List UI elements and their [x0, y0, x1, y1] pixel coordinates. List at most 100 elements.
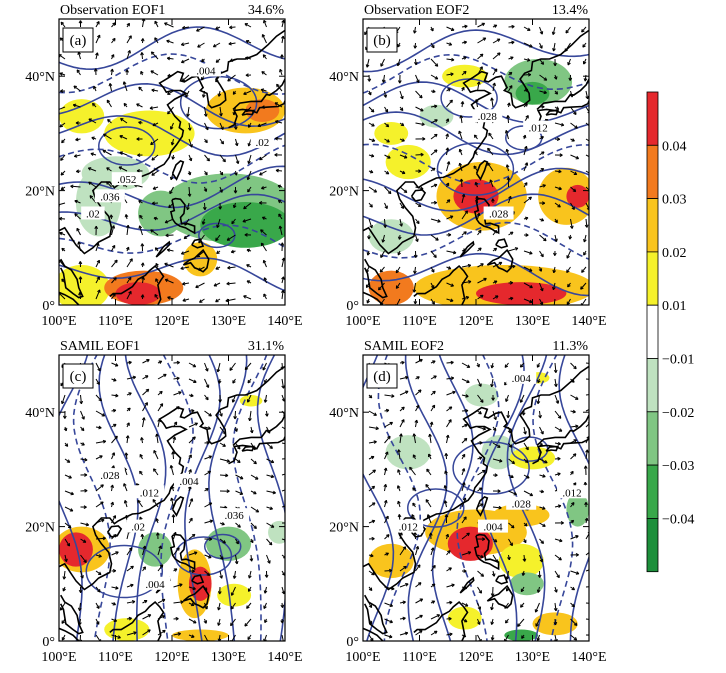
- wind-vector: [242, 218, 252, 223]
- wind-vector-head: [201, 77, 205, 81]
- wind-vector-head: [78, 589, 83, 593]
- wind-vector: [384, 618, 393, 623]
- panel-title: Observation EOF2: [364, 3, 469, 18]
- wind-vector: [266, 474, 274, 478]
- wind-vector-head: [253, 460, 257, 465]
- wind-vector-head: [584, 501, 588, 506]
- wind-vector-head: [267, 560, 271, 564]
- wind-vector: [570, 154, 579, 160]
- wind-vector-head: [405, 390, 409, 394]
- wind-vector-head: [269, 445, 273, 449]
- shading-patch: [447, 606, 482, 630]
- wind-vector: [477, 570, 484, 577]
- wind-vector: [382, 234, 385, 243]
- wind-vector-head: [399, 433, 403, 437]
- wind-vector-head: [478, 410, 482, 415]
- wind-vector: [446, 406, 453, 412]
- wind-vector: [126, 258, 133, 268]
- wind-vector-head: [529, 492, 534, 497]
- wind-vector: [492, 82, 496, 92]
- wind-vector: [173, 601, 184, 604]
- wind-vector-head: [171, 156, 175, 160]
- wind-vector-head: [166, 39, 170, 44]
- wind-vector-head: [433, 200, 438, 205]
- wind-vector-head: [203, 188, 208, 192]
- wind-vector-head: [575, 535, 579, 539]
- wind-vector-head: [232, 204, 237, 209]
- wind-vector: [415, 106, 424, 112]
- wind-vector: [95, 455, 103, 460]
- wind-vector: [523, 426, 527, 435]
- wind-vector-head: [413, 61, 418, 66]
- wind-vector: [378, 282, 385, 291]
- wind-vector: [570, 618, 578, 626]
- wind-vector-head: [150, 51, 155, 55]
- coastline: [109, 601, 165, 641]
- wind-vector: [235, 138, 238, 146]
- wind-vector-head: [381, 239, 386, 243]
- wind-vector-head: [112, 408, 117, 413]
- wind-vector: [399, 186, 408, 193]
- wind-vector-head: [490, 97, 494, 101]
- wind-vector: [461, 378, 470, 383]
- wind-vector-head: [449, 215, 454, 219]
- wind-vector: [103, 133, 112, 140]
- wind-vector-head: [373, 412, 377, 416]
- wind-vector-head: [96, 381, 100, 385]
- wind-vector: [188, 618, 197, 624]
- wind-vector: [262, 362, 267, 371]
- wind-vector-head: [278, 225, 283, 230]
- wind-vector-head: [487, 162, 491, 167]
- panel-letter: (c): [62, 363, 94, 389]
- wind-vector-head: [176, 360, 180, 365]
- wind-vector-head: [262, 54, 267, 58]
- wind-vector-head: [219, 189, 223, 193]
- wind-vector: [399, 565, 407, 572]
- wind-vector: [165, 279, 174, 284]
- wind-vector-head: [375, 426, 379, 431]
- wind-vector-head: [551, 31, 556, 35]
- wind-vector-head: [552, 48, 556, 52]
- wind-vector-head: [449, 600, 453, 605]
- wind-vector: [430, 404, 436, 412]
- wind-vector-head: [106, 167, 110, 171]
- wind-vector-head: [169, 465, 174, 469]
- wind-vector-head: [126, 422, 130, 426]
- wind-vector-head: [385, 408, 390, 413]
- wind-vector: [537, 394, 540, 404]
- wind-vector-head: [228, 41, 232, 46]
- wind-vector-head: [73, 85, 77, 89]
- wind-vector: [489, 179, 494, 188]
- wind-vector-head: [481, 537, 486, 541]
- wind-vector-head: [553, 252, 557, 256]
- svg-text:.004: .004: [483, 522, 503, 534]
- wind-vector: [281, 257, 285, 268]
- wind-vector: [157, 373, 167, 380]
- wind-vector-head: [270, 524, 275, 528]
- wind-vector-head: [244, 366, 249, 371]
- wind-vector: [554, 362, 557, 373]
- wind-vector: [399, 154, 408, 159]
- wind-vector: [446, 215, 454, 220]
- wind-vector-head: [537, 574, 542, 578]
- wind-vector-head: [493, 24, 498, 28]
- wind-vector-head: [127, 276, 132, 281]
- coastline: [473, 533, 500, 571]
- wind-vector: [281, 378, 285, 389]
- contour-line: [363, 252, 589, 297]
- wind-vector-head: [397, 43, 401, 48]
- contour-line: [59, 26, 285, 71]
- svg-text:.028: .028: [512, 499, 532, 511]
- wind-vector-head: [176, 376, 180, 381]
- y-tick-label: 40°N: [329, 406, 359, 421]
- wind-vector-head: [544, 460, 548, 464]
- wind-vector: [415, 359, 423, 364]
- wind-vector: [368, 218, 373, 229]
- wind-vector: [461, 264, 471, 268]
- wind-vector-head: [412, 502, 416, 507]
- wind-vector-head: [445, 147, 450, 151]
- wind-vector-head: [159, 390, 163, 395]
- wind-vector-head: [402, 546, 407, 550]
- wind-vector: [124, 467, 128, 476]
- wind-vector-head: [465, 408, 469, 413]
